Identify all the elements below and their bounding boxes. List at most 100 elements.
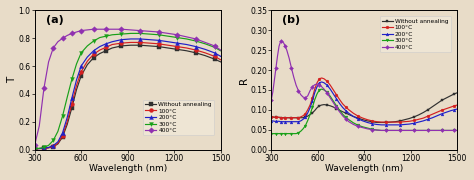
300°C — [73, 63, 79, 65]
400°C — [137, 30, 143, 32]
200°C — [69, 97, 75, 99]
Without annealing — [296, 117, 301, 119]
Line: 300°C: 300°C — [33, 31, 223, 151]
100°C — [296, 117, 301, 119]
Without annealing — [32, 148, 37, 150]
100°C — [41, 147, 47, 149]
X-axis label: Wavelength (nm): Wavelength (nm) — [89, 164, 167, 173]
200°C — [73, 79, 79, 81]
200°C — [41, 147, 47, 149]
300°C — [55, 130, 61, 132]
200°C — [32, 148, 37, 150]
100°C — [84, 60, 90, 62]
400°C — [46, 61, 51, 63]
300°C — [137, 32, 143, 34]
300°C — [193, 40, 199, 42]
300°C — [64, 96, 70, 98]
Without annealing — [60, 136, 65, 138]
200°C — [36, 147, 42, 150]
400°C — [379, 129, 384, 132]
200°C — [50, 145, 56, 147]
400°C — [78, 30, 84, 32]
400°C — [272, 79, 277, 81]
200°C — [46, 146, 51, 148]
400°C — [278, 40, 283, 42]
300°C — [69, 78, 75, 80]
400°C — [97, 28, 102, 30]
200°C — [319, 81, 325, 83]
Line: 400°C: 400°C — [270, 40, 459, 132]
100°C — [184, 47, 190, 49]
400°C — [218, 49, 224, 51]
100°C — [278, 117, 283, 119]
Line: Without annealing: Without annealing — [33, 43, 223, 151]
200°C — [137, 38, 143, 40]
X-axis label: Wavelength (nm): Wavelength (nm) — [325, 164, 403, 173]
Legend: Without annealing, 100°C, 200°C, 300°C, 400°C: Without annealing, 100°C, 200°C, 300°C, … — [380, 16, 451, 52]
400°C — [279, 40, 285, 42]
100°C — [283, 117, 288, 119]
Without annealing — [146, 45, 152, 47]
200°C — [193, 46, 199, 48]
100°C — [97, 49, 102, 51]
100°C — [379, 121, 384, 123]
Without annealing — [64, 123, 70, 126]
100°C — [109, 43, 115, 46]
200°C — [97, 46, 102, 48]
300°C — [455, 129, 460, 132]
Without annealing — [55, 143, 61, 145]
Line: 100°C: 100°C — [33, 40, 223, 151]
100°C — [128, 41, 134, 44]
200°C — [156, 39, 162, 41]
Without annealing — [334, 107, 339, 110]
300°C — [218, 50, 224, 52]
Without annealing — [50, 146, 56, 148]
Without annealing — [455, 92, 460, 94]
300°C — [46, 144, 51, 146]
300°C — [272, 132, 277, 135]
Line: 200°C: 200°C — [33, 37, 223, 151]
100°C — [165, 44, 171, 46]
300°C — [174, 37, 180, 39]
Without annealing — [41, 147, 47, 149]
400°C — [103, 28, 109, 30]
400°C — [284, 49, 290, 51]
200°C — [283, 121, 288, 123]
100°C — [156, 43, 162, 45]
400°C — [36, 125, 42, 127]
100°C — [137, 41, 143, 44]
400°C — [91, 28, 96, 30]
300°C — [319, 88, 325, 90]
100°C — [55, 142, 61, 144]
100°C — [103, 46, 109, 48]
300°C — [165, 35, 171, 37]
Without annealing — [272, 116, 277, 118]
400°C — [298, 94, 303, 96]
200°C — [165, 41, 171, 43]
Without annealing — [69, 107, 75, 109]
Y-axis label: R: R — [239, 76, 249, 84]
200°C — [278, 121, 283, 123]
100°C — [32, 148, 37, 150]
200°C — [455, 108, 460, 110]
200°C — [184, 43, 190, 46]
200°C — [379, 124, 384, 126]
200°C — [55, 141, 61, 143]
100°C — [202, 52, 208, 54]
300°C — [184, 38, 190, 40]
200°C — [202, 48, 208, 50]
Without annealing — [174, 48, 180, 50]
Line: Without annealing: Without annealing — [270, 91, 459, 124]
200°C — [218, 55, 224, 57]
400°C — [41, 87, 47, 89]
200°C — [103, 43, 109, 45]
300°C — [97, 37, 102, 39]
Without annealing — [103, 50, 109, 52]
100°C — [78, 71, 84, 73]
Without annealing — [184, 50, 190, 52]
100°C — [50, 145, 56, 148]
Without annealing — [283, 117, 288, 119]
Without annealing — [374, 121, 380, 123]
200°C — [64, 116, 70, 119]
400°C — [202, 41, 208, 44]
